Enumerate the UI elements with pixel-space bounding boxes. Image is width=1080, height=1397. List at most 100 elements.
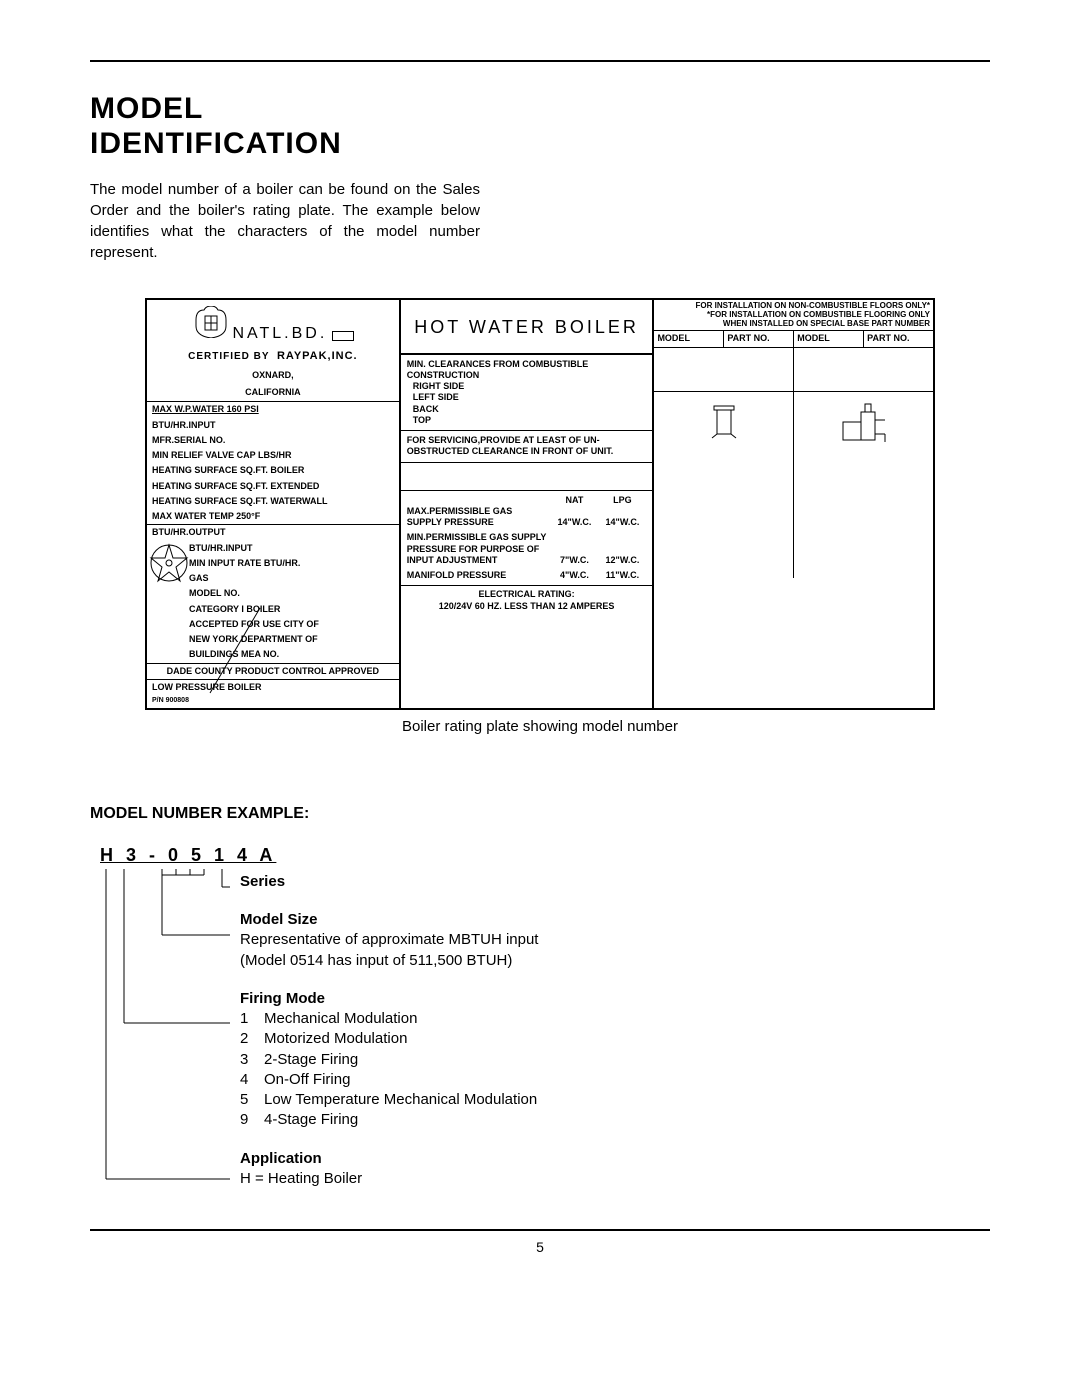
spec-mea: BUILDINGS MEA NO. [189, 647, 399, 662]
spec-serial: MFR.SERIAL NO. [147, 433, 399, 448]
mne-app-l1: H = Heating Boiler [240, 1169, 990, 1189]
clearances-block: MIN. CLEARANCES FROM COMBUSTIBLE CONSTRU… [401, 355, 653, 432]
gas-r0-lpg: 14"W.C. [598, 517, 646, 528]
plate-caption: Boiler rating plate showing model number [90, 718, 990, 735]
oxnard-label: OXNARD, [147, 367, 399, 384]
mne-series-label: Series [240, 873, 285, 890]
heading-line1: MODEL [90, 92, 203, 125]
plate-col-1: NATL.BD. CERTIFIED BY RAYPAK,INC. OXNARD… [147, 300, 401, 708]
fm-4-t: On-Off Firing [264, 1070, 350, 1090]
spec-btu-output: BTU/HR.OUTPUT [147, 525, 399, 540]
gas-r1-lpg: 12"W.C. [598, 555, 646, 566]
electrical-rating: ELECTRICAL RATING: 120/24V 60 HZ. LESS T… [401, 585, 653, 615]
gas-r1-nat: 7"W.C. [550, 555, 598, 566]
aga-star-icon [149, 543, 189, 583]
fm-3-t: 2-Stage Firing [264, 1050, 358, 1070]
model-string: H 3 - 0 5 1 4 A [100, 845, 990, 866]
intro-paragraph: The model number of a boiler can be foun… [90, 179, 480, 263]
gas-r0-l2: SUPPLY PRESSURE [407, 517, 551, 528]
plate-col-3: FOR INSTALLATION ON NON-COMBUSTIBLE FLOO… [654, 300, 933, 708]
gas-r2-lpg: 11"W.C. [598, 570, 646, 581]
spec-hs2: HEATING SURFACE SQ.FT. EXTENDED [147, 479, 399, 494]
natl-bd-label: NATL.BD. [232, 325, 327, 342]
gas-r1-l3: INPUT ADJUSTMENT [407, 555, 551, 566]
mne-firing-label: Firing Mode [240, 989, 990, 1009]
model-number-example: H 3 - 0 5 1 4 A Series Model Size Repres… [90, 845, 990, 1189]
mp-model-2: MODEL [794, 331, 864, 346]
spec-min-input: MIN INPUT RATE BTU/HR. [189, 556, 399, 571]
fm-9-n: 9 [240, 1110, 264, 1130]
clr-top: TOP [413, 415, 647, 426]
part-number: P/N 900808 [147, 695, 399, 708]
mne-size: Model Size Representative of approximate… [240, 910, 990, 971]
fm-4-n: 4 [240, 1070, 264, 1090]
spec-relief: MIN RELIEF VALVE CAP LBS/HR [147, 448, 399, 463]
gas-r2-nat: 4"W.C. [550, 570, 598, 581]
mne-size-label: Model Size [240, 910, 990, 930]
fm-1-t: Mechanical Modulation [264, 1009, 417, 1029]
gas-r1-l2: PRESSURE FOR PURPOSE OF [407, 544, 551, 555]
fm-2-t: Motorized Modulation [264, 1029, 407, 1049]
gas-table: NAT LPG MAX.PERMISSIBLE GAS SUPPLY PRESS… [401, 491, 653, 586]
spec-hs3: HEATING SURFACE SQ.FT. WATERWALL [147, 494, 399, 509]
hot-water-boiler-title: HOT WATER BOILER [401, 300, 653, 355]
boiler-icon-1 [704, 400, 744, 440]
install-note: FOR INSTALLATION ON NON-COMBUSTIBLE FLOO… [654, 300, 933, 331]
spec-btu-input2: BTU/HR.INPUT [189, 541, 399, 556]
mne-app-label: Application [240, 1149, 990, 1169]
spec-lines-top: MAX W.P.WATER 160 PSI BTU/HR.INPUT MFR.S… [147, 402, 399, 524]
spec-nyc2: NEW YORK DEPARTMENT OF [189, 632, 399, 647]
company-name: RAYPAK,INC. [277, 350, 358, 362]
spec-lines-bot: BTU/HR.OUTPUT BTU/HR.INPUT MIN INPUT RAT… [147, 525, 399, 662]
plate-col-2: HOT WATER BOILER MIN. CLEARANCES FROM CO… [401, 300, 655, 708]
spec-max-wp: MAX W.P.WATER 160 PSI [147, 402, 399, 417]
bottom-rule [90, 1229, 990, 1231]
gas-r0-l1: MAX.PERMISSIBLE GAS [407, 506, 551, 517]
spec-maxtemp: MAX WATER TEMP 250°F [147, 509, 399, 524]
clr-right: RIGHT SIDE [413, 381, 647, 392]
mp-model-1: MODEL [654, 331, 724, 346]
spec-btu-input: BTU/HR.INPUT [147, 418, 399, 433]
model-part-header: MODEL PART NO. MODEL PART NO. [654, 331, 933, 347]
blank-box-icon [332, 331, 354, 341]
mne-size-l1: Representative of approximate MBTUH inpu… [240, 930, 990, 950]
fm-3-n: 3 [240, 1050, 264, 1070]
rating-plate-figure: NATL.BD. CERTIFIED BY RAYPAK,INC. OXNARD… [90, 298, 990, 735]
gas-lpg-head: LPG [598, 495, 646, 506]
spec-model-no: MODEL NO. [189, 586, 399, 601]
heading-line2: IDENTIFICATION [90, 127, 342, 160]
clr-head: MIN. CLEARANCES FROM COMBUSTIBLE CONSTRU… [407, 359, 647, 382]
spec-cat1: CATEGORY I BOILER [189, 602, 399, 617]
spec-nyc1: ACCEPTED FOR USE CITY OF [189, 617, 399, 632]
mp-part-1: PART NO. [724, 331, 794, 346]
fm-5-n: 5 [240, 1090, 264, 1110]
model-part-body [654, 348, 933, 578]
spec-gas: GAS [189, 571, 399, 586]
gas-nat-head: NAT [550, 495, 598, 506]
fm-5-t: Low Temperature Mechanical Modulation [264, 1090, 537, 1110]
fm-9-t: 4-Stage Firing [264, 1110, 358, 1130]
clr-back: BACK [413, 404, 647, 415]
svc-line2: OBSTRUCTED CLEARANCE IN FRONT OF UNIT. [407, 446, 647, 457]
spec-hs1: HEATING SURFACE SQ.FT. BOILER [147, 463, 399, 478]
servicing-block: FOR SERVICING,PROVIDE AT LEAST OF UN- OB… [401, 431, 653, 463]
dade-approval: DADE COUNTY PRODUCT CONTROL APPROVED [147, 664, 399, 679]
boiler-icon-2 [839, 400, 889, 446]
page-number: 5 [90, 1239, 990, 1255]
elec-line1: ELECTRICAL RATING: [404, 589, 650, 600]
gas-r2-l1: MANIFOLD PRESSURE [407, 570, 551, 581]
california-label: CALIFORNIA [147, 384, 399, 402]
mp-part-2: PART NO. [864, 331, 933, 346]
fm-1-n: 1 [240, 1009, 264, 1029]
top-rule [90, 60, 990, 62]
model-number-example-heading: MODEL NUMBER EXAMPLE: [90, 805, 990, 823]
rating-plate: NATL.BD. CERTIFIED BY RAYPAK,INC. OXNARD… [145, 298, 935, 710]
mne-application: Application H = Heating Boiler [240, 1149, 990, 1190]
mne-series: Series [240, 872, 990, 892]
elec-line2: 120/24V 60 HZ. LESS THAN 12 AMPERES [404, 601, 650, 612]
fm-2-n: 2 [240, 1029, 264, 1049]
gas-r0-nat: 14"W.C. [550, 517, 598, 528]
shield-icon [192, 306, 230, 338]
gas-r1-l1: MIN.PERMISSIBLE GAS SUPPLY [407, 532, 551, 543]
certified-by-label: CERTIFIED BY [188, 351, 269, 362]
